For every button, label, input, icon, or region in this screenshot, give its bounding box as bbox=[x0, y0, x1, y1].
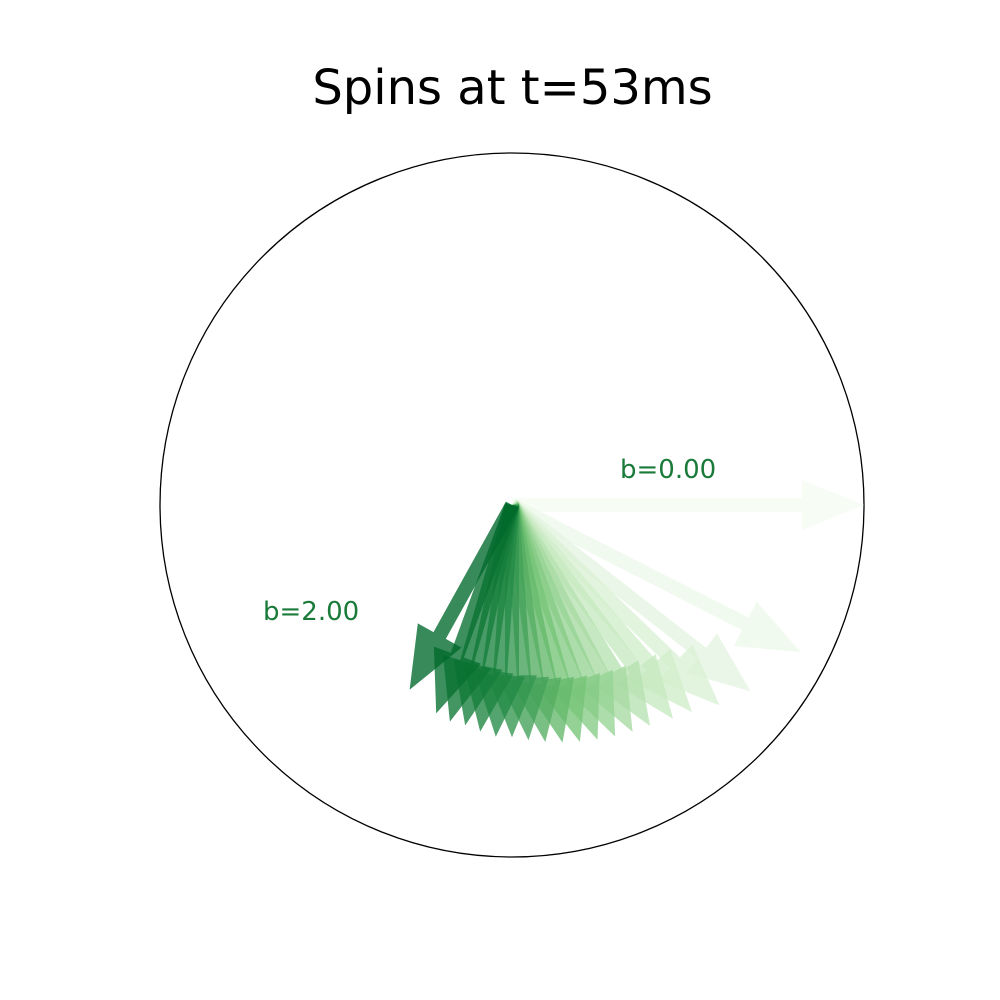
annotation-last: b=2.00 bbox=[263, 597, 359, 627]
spin-arrows bbox=[409, 480, 864, 743]
spin-arrow bbox=[433, 502, 519, 714]
spin-arrow bbox=[508, 498, 801, 652]
spin-arrow bbox=[512, 480, 864, 530]
spin-arrow bbox=[409, 501, 519, 690]
annotation-first: b=0.00 bbox=[620, 455, 716, 485]
spin-arrow bbox=[507, 499, 751, 692]
chart-title: Spins at t=53ms bbox=[312, 60, 713, 116]
